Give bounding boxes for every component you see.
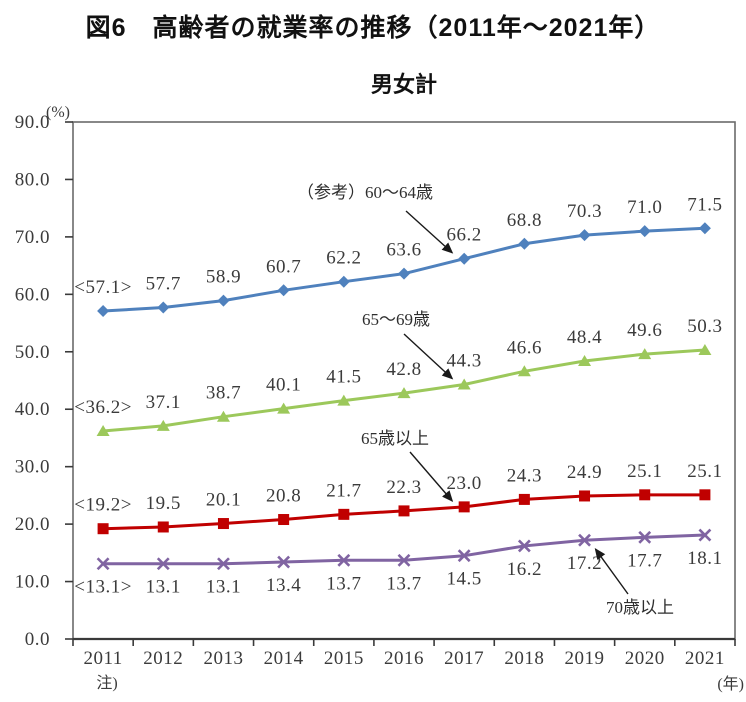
chart-text: 65～69歳 — [362, 310, 430, 329]
chart-text: 2015 — [324, 648, 364, 669]
series-2-labels: <19.2> 19.5 20.1 20.8 21.7 22.3 23.0 24.3 24.9 25… — [74, 461, 722, 516]
chart-text: 22.3 — [386, 477, 421, 498]
chart-text: 41.5 — [326, 367, 361, 388]
chart-text: 66.2 — [447, 225, 482, 246]
chart-text: 13.1 — [146, 577, 181, 598]
chart-text: 62.2 — [326, 248, 361, 269]
chart-text: 16.2 — [507, 559, 542, 580]
series-2 — [97, 489, 711, 535]
chart-text: 30.0 — [15, 457, 50, 478]
chart-text: 18.1 — [687, 548, 722, 569]
figure-title: 図6 高齢者の就業率の推移（2011年～2021年） — [85, 14, 661, 42]
chart-text: 13.1 — [206, 577, 241, 598]
chart-text: 13.7 — [326, 573, 361, 594]
chart-text: 25.1 — [627, 461, 662, 482]
chart-text: 20.8 — [266, 486, 301, 507]
chart-text: 2014 — [264, 648, 304, 669]
chart-text: 24.3 — [507, 465, 542, 486]
chart-text: 48.4 — [567, 327, 602, 348]
chart-text: 13.7 — [386, 573, 421, 594]
chart-text: 20.1 — [206, 490, 241, 511]
chart-text: 70.3 — [567, 201, 602, 222]
chart-text: 40.1 — [266, 375, 301, 396]
chart-text: 2011 — [83, 648, 122, 669]
annotation-0: （参考）60～64歳 — [297, 183, 454, 254]
chart-text: <57.1> — [74, 277, 132, 298]
annotation-1: 65～69歳 — [362, 310, 454, 380]
chart-text: 14.5 — [447, 569, 482, 590]
chart-text: 44.3 — [447, 351, 482, 372]
chart-text: 2019 — [565, 648, 605, 669]
chart-text: 19.5 — [146, 493, 181, 514]
chart-text: 65歳以上 — [361, 429, 429, 448]
chart-text: 注) — [96, 674, 117, 692]
chart-text: （参考）60～64歳 — [297, 183, 433, 202]
chart-text: 80.0 — [15, 169, 50, 190]
chart-text: 49.6 — [627, 320, 662, 341]
series-0 — [97, 222, 711, 317]
chart-text: 60.0 — [15, 284, 50, 305]
chart-text: 63.6 — [386, 240, 421, 261]
chart-text: 24.9 — [567, 462, 602, 483]
chart-text: 46.6 — [507, 337, 542, 358]
chart-text: 37.1 — [146, 392, 181, 413]
chart-text: 2016 — [384, 648, 424, 669]
chart-text: 2020 — [625, 648, 665, 669]
chart-text: 40.0 — [15, 399, 50, 420]
chart-text: 21.7 — [326, 480, 361, 501]
chart-text: 38.7 — [206, 383, 241, 404]
series-3 — [96, 528, 712, 571]
chart-text: 20.0 — [15, 514, 50, 535]
chart-text: 42.8 — [386, 359, 421, 380]
chart-text: 2012 — [143, 648, 183, 669]
chart-text: 68.8 — [507, 210, 542, 231]
chart-text: 23.0 — [447, 473, 482, 494]
chart-text: 2018 — [504, 648, 544, 669]
chart-text: 50.0 — [15, 342, 50, 363]
chart-text: 70.0 — [15, 227, 50, 248]
chart-text: 2021 — [685, 648, 725, 669]
chart-text: 58.9 — [206, 267, 241, 288]
chart-text: 70歳以上 — [606, 598, 674, 617]
axes: 0.0 10.0 20.0 30.0 40.0 50.0 60.0 70.0 80.0 90.0 2… — [15, 104, 744, 693]
chart-text: 17.7 — [627, 550, 662, 571]
chart-text: 13.4 — [266, 575, 301, 596]
annotation-2: 65歳以上 — [361, 429, 454, 502]
chart-title: 男女計 — [370, 72, 437, 97]
chart-text: 2013 — [203, 648, 243, 669]
chart-text: 57.7 — [146, 274, 181, 295]
chart-text: 2017 — [444, 648, 484, 669]
chart-text: 60.7 — [266, 256, 301, 277]
series-1 — [96, 344, 712, 437]
series-1-labels: <36.2> 37.1 38.7 40.1 41.5 42.8 44.3 46.6 48.4 49… — [74, 316, 722, 418]
chart-text: 0.0 — [25, 629, 50, 650]
chart-text: 10.0 — [15, 572, 50, 593]
chart-text: (%) — [46, 104, 70, 121]
series-3-labels: <13.1> 13.1 13.1 13.4 13.7 13.7 14.5 16.2 17.2 17… — [74, 548, 722, 598]
chart-text: 90.0 — [15, 112, 50, 133]
series-0-labels: <57.1> 57.7 58.9 60.7 62.2 63.6 66.2 68.8 70.3 71… — [74, 194, 722, 298]
annotation-3: 70歳以上 — [594, 548, 674, 617]
chart-text: (年) — [717, 675, 744, 693]
chart-text: <36.2> — [74, 397, 132, 418]
chart-text: 17.2 — [567, 553, 602, 574]
chart-text: <19.2> — [74, 495, 132, 516]
chart-text: 25.1 — [687, 461, 722, 482]
chart-text: 71.0 — [627, 197, 662, 218]
chart-text: 71.5 — [687, 194, 722, 215]
chart-text: 50.3 — [687, 316, 722, 337]
chart-text: <13.1> — [74, 577, 132, 598]
